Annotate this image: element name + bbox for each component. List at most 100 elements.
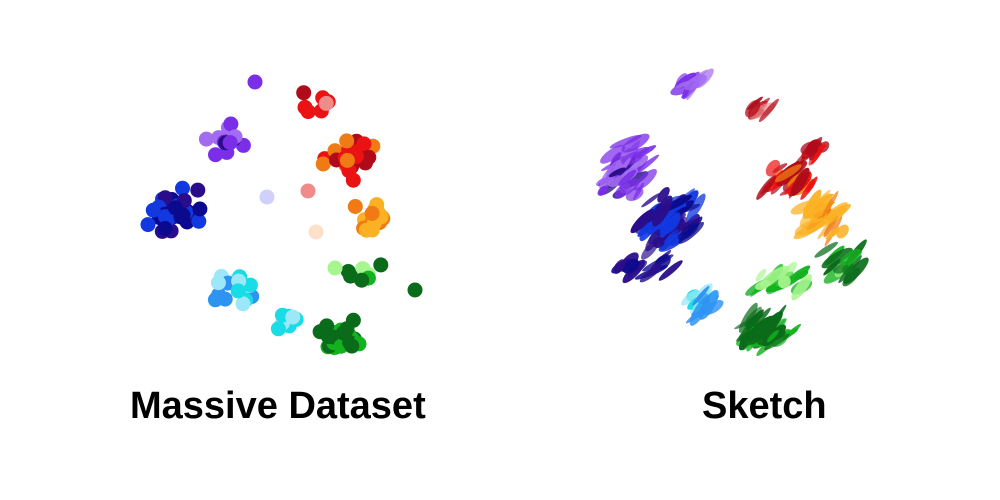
scatter-point bbox=[198, 131, 214, 147]
sketch-stroke bbox=[754, 280, 771, 291]
scatter-point bbox=[190, 182, 206, 198]
sketch-stroke bbox=[679, 219, 700, 231]
scatter-point bbox=[157, 221, 173, 236]
sketch-stroke bbox=[802, 189, 822, 219]
scatter-point bbox=[319, 318, 335, 334]
sketch-stroke bbox=[622, 258, 640, 274]
sketch-stroke bbox=[745, 99, 761, 118]
scatter-point bbox=[339, 321, 355, 337]
scatter-point bbox=[339, 152, 355, 168]
sketch-stroke bbox=[669, 229, 679, 240]
sketch-stroke bbox=[806, 179, 816, 193]
sketch-stroke bbox=[738, 302, 758, 333]
scatter-point bbox=[285, 309, 301, 325]
scatter-point bbox=[191, 213, 207, 229]
sketch-stroke bbox=[752, 315, 775, 333]
scatter-point bbox=[259, 189, 275, 205]
scatter-point bbox=[373, 257, 389, 273]
sketch-stroke bbox=[838, 255, 862, 284]
sketch-stroke bbox=[652, 195, 673, 227]
sketch-stroke bbox=[633, 168, 657, 191]
sketch-stroke bbox=[686, 73, 703, 101]
scatter-point bbox=[157, 209, 173, 225]
scatter-point bbox=[168, 200, 183, 216]
sketch-stroke bbox=[756, 175, 777, 200]
sketch-stroke bbox=[680, 289, 699, 306]
scatter-point bbox=[145, 202, 161, 218]
sketch-stroke bbox=[618, 169, 637, 186]
sketch-stroke bbox=[742, 326, 772, 346]
scatter-point bbox=[210, 275, 226, 291]
sketch-stroke bbox=[822, 190, 839, 218]
sketch-stroke bbox=[817, 207, 848, 228]
sketch-stroke bbox=[774, 164, 802, 183]
scatter-point bbox=[308, 224, 324, 240]
scatter-point bbox=[270, 321, 286, 337]
sketch-stroke bbox=[675, 81, 691, 89]
sketch-stroke bbox=[763, 333, 790, 350]
sketch-stroke bbox=[745, 309, 764, 331]
scatter-point bbox=[235, 296, 251, 312]
sketch-stroke bbox=[657, 186, 670, 203]
scatter-point bbox=[315, 156, 331, 172]
sketch-stroke bbox=[658, 260, 683, 281]
scatter-point bbox=[300, 104, 316, 120]
scatter-point bbox=[347, 199, 363, 214]
sketch-stroke bbox=[639, 264, 663, 283]
scatter-point bbox=[339, 133, 355, 149]
sketch-caption: Sketch bbox=[702, 385, 827, 427]
scatter-point bbox=[208, 147, 223, 163]
scatter-point bbox=[318, 95, 334, 111]
dataset-scatter-plot bbox=[140, 74, 423, 355]
sketch-stroke bbox=[758, 98, 779, 123]
sketch-stroke bbox=[805, 139, 820, 156]
sketch-stroke bbox=[600, 144, 626, 164]
scatter-point bbox=[222, 135, 238, 151]
scatter-point bbox=[140, 217, 156, 233]
sketch-stroke bbox=[777, 275, 791, 289]
sketch-stroke bbox=[821, 247, 853, 269]
scatter-point bbox=[223, 116, 239, 132]
scatter-point bbox=[344, 338, 360, 354]
scatter-point bbox=[230, 283, 246, 299]
sketch-stroke bbox=[794, 218, 826, 236]
sketch-stroke bbox=[677, 223, 699, 241]
scatter-point bbox=[343, 268, 358, 284]
sketch-stroke bbox=[613, 259, 626, 274]
scatter-point bbox=[296, 85, 312, 101]
sketch-stroke bbox=[608, 167, 626, 178]
sketch-stroke bbox=[766, 329, 779, 343]
sketch-stroke bbox=[791, 167, 810, 196]
sketch-stroke bbox=[652, 212, 681, 230]
scatter-point bbox=[247, 74, 263, 90]
sketch-stroke bbox=[630, 208, 655, 234]
sketch-stroke bbox=[614, 178, 640, 198]
sketch-stroke bbox=[839, 248, 863, 266]
sketch-stroke bbox=[787, 169, 802, 189]
sketch-stroke bbox=[765, 159, 781, 177]
scatter-point bbox=[327, 260, 343, 276]
sketch-stroke bbox=[814, 241, 838, 258]
sketch-stroke bbox=[842, 267, 860, 287]
sketch-stroke bbox=[810, 143, 826, 165]
sketch-stroke bbox=[680, 203, 701, 213]
scatter-point bbox=[207, 292, 223, 308]
sketch-stroke bbox=[675, 73, 688, 87]
sketch-stroke bbox=[625, 187, 644, 201]
sketch-stroke bbox=[823, 258, 841, 276]
sketch-stroke bbox=[755, 268, 767, 282]
sketch-stroke bbox=[652, 237, 665, 248]
sketch-stroke bbox=[597, 185, 608, 196]
sketch-stroke bbox=[753, 307, 771, 328]
scatter-point bbox=[364, 205, 380, 221]
scatter-point bbox=[175, 180, 190, 196]
scatter-point bbox=[242, 277, 258, 293]
sketch-stroke bbox=[791, 274, 812, 301]
scatter-point bbox=[192, 201, 208, 217]
sketch-stroke bbox=[621, 133, 650, 153]
scatter-point bbox=[300, 183, 316, 199]
scatter-point bbox=[407, 282, 423, 298]
sketch-stroke bbox=[655, 253, 669, 264]
massive-dataset-caption: Massive Dataset bbox=[130, 385, 426, 427]
